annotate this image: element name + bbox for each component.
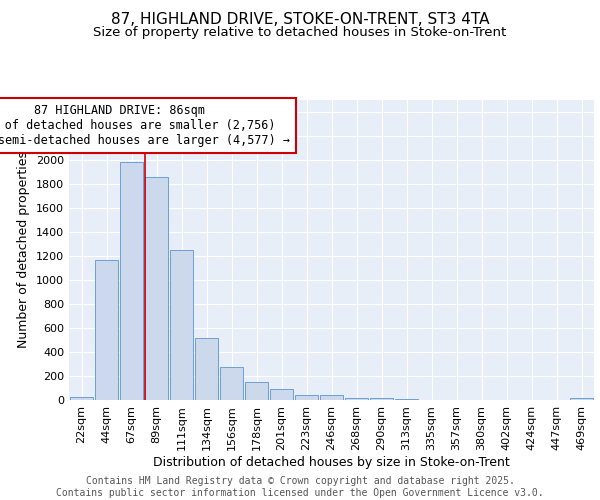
Y-axis label: Number of detached properties: Number of detached properties [17,152,31,348]
Bar [119,162,143,400]
Bar [344,398,368,400]
Text: Size of property relative to detached houses in Stoke-on-Trent: Size of property relative to detached ho… [94,26,506,39]
Bar [269,389,293,400]
Bar [370,398,394,400]
Bar [145,177,169,400]
Bar [295,394,319,400]
Text: Contains HM Land Registry data © Crown copyright and database right 2025.
Contai: Contains HM Land Registry data © Crown c… [56,476,544,498]
Bar [194,338,218,400]
Bar [70,397,94,400]
Bar [170,250,193,400]
Bar [95,260,118,400]
Bar [245,382,268,400]
Bar [220,367,244,400]
X-axis label: Distribution of detached houses by size in Stoke-on-Trent: Distribution of detached houses by size … [153,456,510,468]
Text: 87, HIGHLAND DRIVE, STOKE-ON-TRENT, ST3 4TA: 87, HIGHLAND DRIVE, STOKE-ON-TRENT, ST3 … [111,12,489,28]
Text: 87 HIGHLAND DRIVE: 86sqm
← 37% of detached houses are smaller (2,756)
62% of sem: 87 HIGHLAND DRIVE: 86sqm ← 37% of detach… [0,104,290,146]
Bar [569,398,593,400]
Bar [320,394,343,400]
